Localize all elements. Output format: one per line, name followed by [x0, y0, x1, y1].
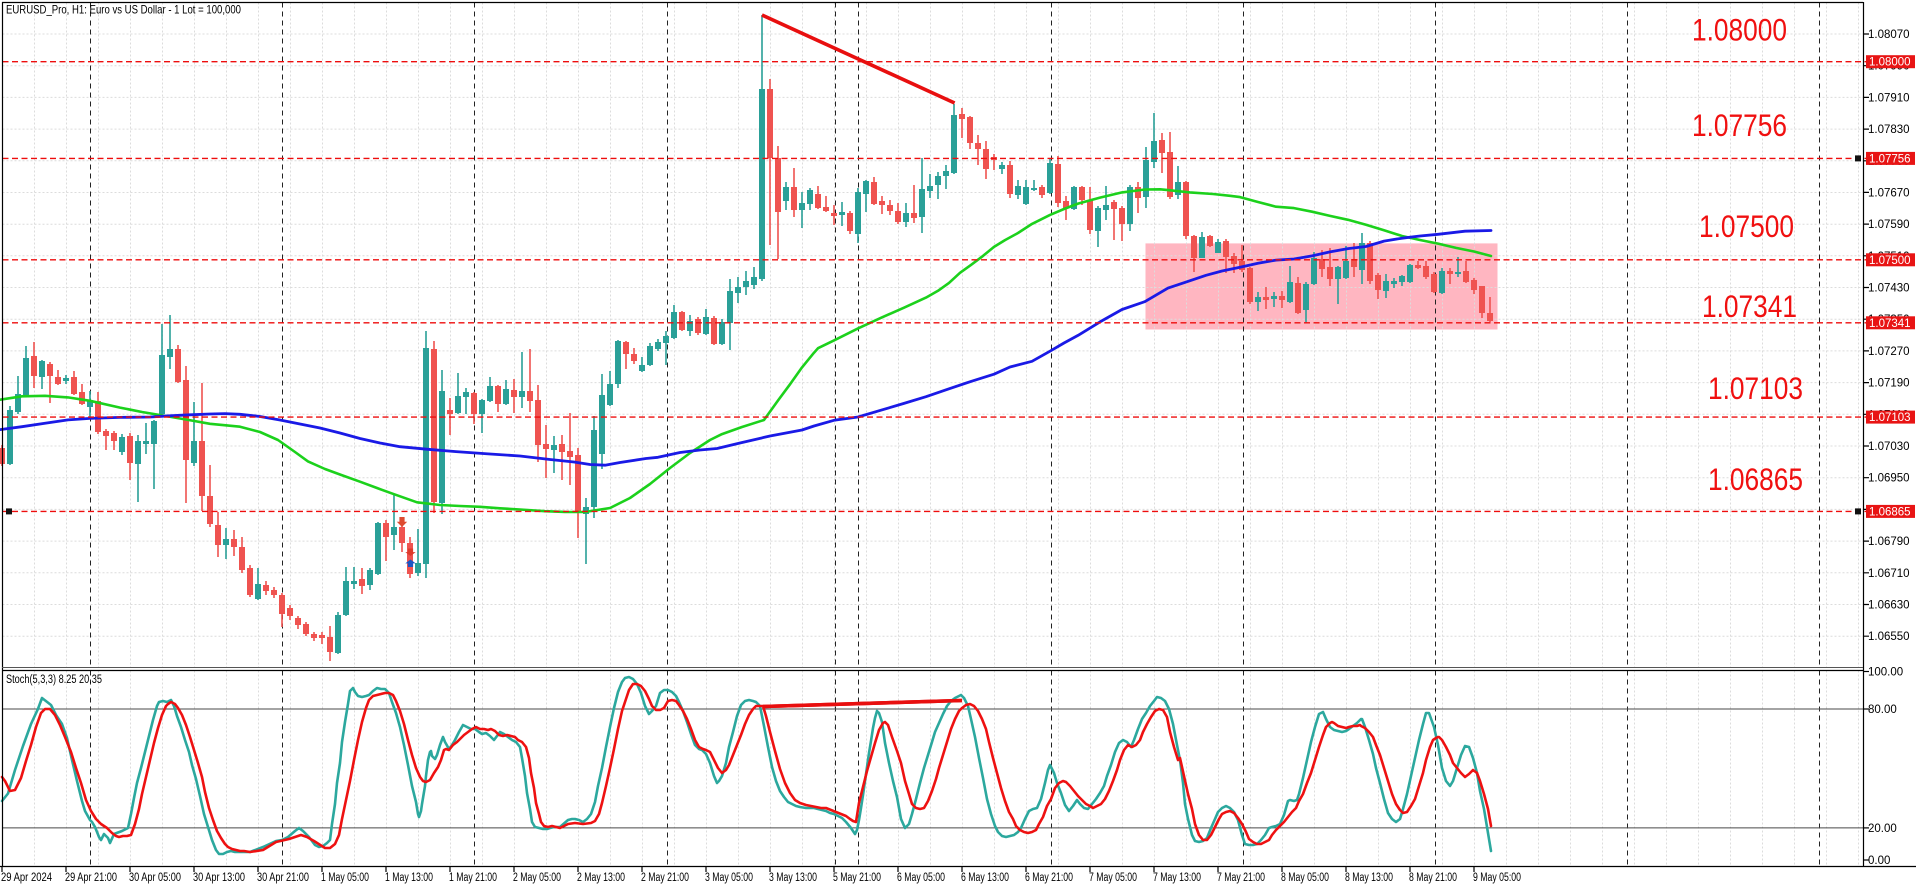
svg-text:1.07341: 1.07341 [1702, 288, 1797, 324]
svg-text:1 May 21:00: 1 May 21:00 [449, 872, 497, 884]
svg-text:1.08000: 1.08000 [1869, 57, 1911, 69]
svg-text:1.07500: 1.07500 [1699, 208, 1794, 244]
svg-text:1.07190: 1.07190 [1868, 378, 1910, 390]
svg-text:1.07430: 1.07430 [1868, 283, 1910, 295]
svg-text:1.07830: 1.07830 [1868, 124, 1910, 136]
svg-text:1.07341: 1.07341 [1869, 318, 1911, 330]
svg-text:20.00: 20.00 [1868, 823, 1897, 835]
svg-text:6 May 05:00: 6 May 05:00 [897, 872, 945, 884]
svg-text:1.06630: 1.06630 [1868, 600, 1910, 612]
svg-text:9 May 05:00: 9 May 05:00 [1473, 872, 1521, 884]
svg-text:2 May 21:00: 2 May 21:00 [641, 872, 689, 884]
svg-text:29 Apr 21:00: 29 Apr 21:00 [65, 872, 117, 884]
svg-text:EURUSD_Pro, H1: Euro vs US Dol: EURUSD_Pro, H1: Euro vs US Dollar - 1 Lo… [6, 3, 241, 17]
svg-text:1.07590: 1.07590 [1868, 219, 1910, 231]
svg-text:2 May 13:00: 2 May 13:00 [577, 872, 625, 884]
svg-text:0.00: 0.00 [1868, 855, 1890, 867]
svg-text:1.06710: 1.06710 [1868, 568, 1910, 580]
svg-text:8 May 13:00: 8 May 13:00 [1345, 872, 1393, 884]
svg-text:7 May 13:00: 7 May 13:00 [1153, 872, 1201, 884]
svg-text:100.00: 100.00 [1868, 667, 1903, 679]
svg-text:3 May 13:00: 3 May 13:00 [769, 872, 817, 884]
svg-text:3 May 05:00: 3 May 05:00 [705, 872, 753, 884]
svg-text:1.06950: 1.06950 [1868, 473, 1910, 485]
svg-text:7 May 21:00: 7 May 21:00 [1217, 872, 1265, 884]
svg-text:6 May 21:00: 6 May 21:00 [1025, 872, 1073, 884]
svg-text:30 Apr 13:00: 30 Apr 13:00 [193, 872, 245, 884]
svg-text:2 May 05:00: 2 May 05:00 [513, 872, 561, 884]
svg-text:1.07030: 1.07030 [1868, 441, 1910, 453]
svg-text:1.07756: 1.07756 [1869, 153, 1911, 165]
svg-text:80.00: 80.00 [1868, 704, 1897, 716]
svg-text:1.06550: 1.06550 [1868, 631, 1910, 643]
svg-text:1.07103: 1.07103 [1708, 370, 1803, 406]
svg-text:7 May 05:00: 7 May 05:00 [1089, 872, 1137, 884]
svg-text:1.07756: 1.07756 [1692, 107, 1787, 143]
svg-text:1.07103: 1.07103 [1869, 412, 1911, 424]
svg-text:1.08000: 1.08000 [1692, 12, 1787, 48]
svg-text:1.06790: 1.06790 [1868, 536, 1910, 548]
svg-text:5 May 21:00: 5 May 21:00 [833, 872, 881, 884]
svg-text:1 May 13:00: 1 May 13:00 [385, 872, 433, 884]
svg-text:1 May 05:00: 1 May 05:00 [321, 872, 369, 884]
svg-text:8 May 05:00: 8 May 05:00 [1281, 872, 1329, 884]
svg-text:29 Apr 2024: 29 Apr 2024 [1, 872, 52, 884]
svg-text:1.07670: 1.07670 [1868, 187, 1910, 199]
svg-text:6 May 13:00: 6 May 13:00 [961, 872, 1009, 884]
svg-text:1.06865: 1.06865 [1708, 461, 1803, 497]
svg-text:1.06865: 1.06865 [1869, 506, 1911, 518]
svg-text:30 Apr 21:00: 30 Apr 21:00 [257, 872, 309, 884]
svg-text:1.07500: 1.07500 [1869, 255, 1911, 267]
svg-text:1.07270: 1.07270 [1868, 346, 1910, 358]
svg-text:30 Apr 05:00: 30 Apr 05:00 [129, 872, 181, 884]
svg-text:Stoch(5,3,3) 8.25 20.35: Stoch(5,3,3) 8.25 20.35 [6, 674, 102, 686]
svg-text:8 May 21:00: 8 May 21:00 [1409, 872, 1457, 884]
svg-text:1.07910: 1.07910 [1868, 92, 1910, 104]
svg-text:1.08070: 1.08070 [1868, 29, 1910, 41]
